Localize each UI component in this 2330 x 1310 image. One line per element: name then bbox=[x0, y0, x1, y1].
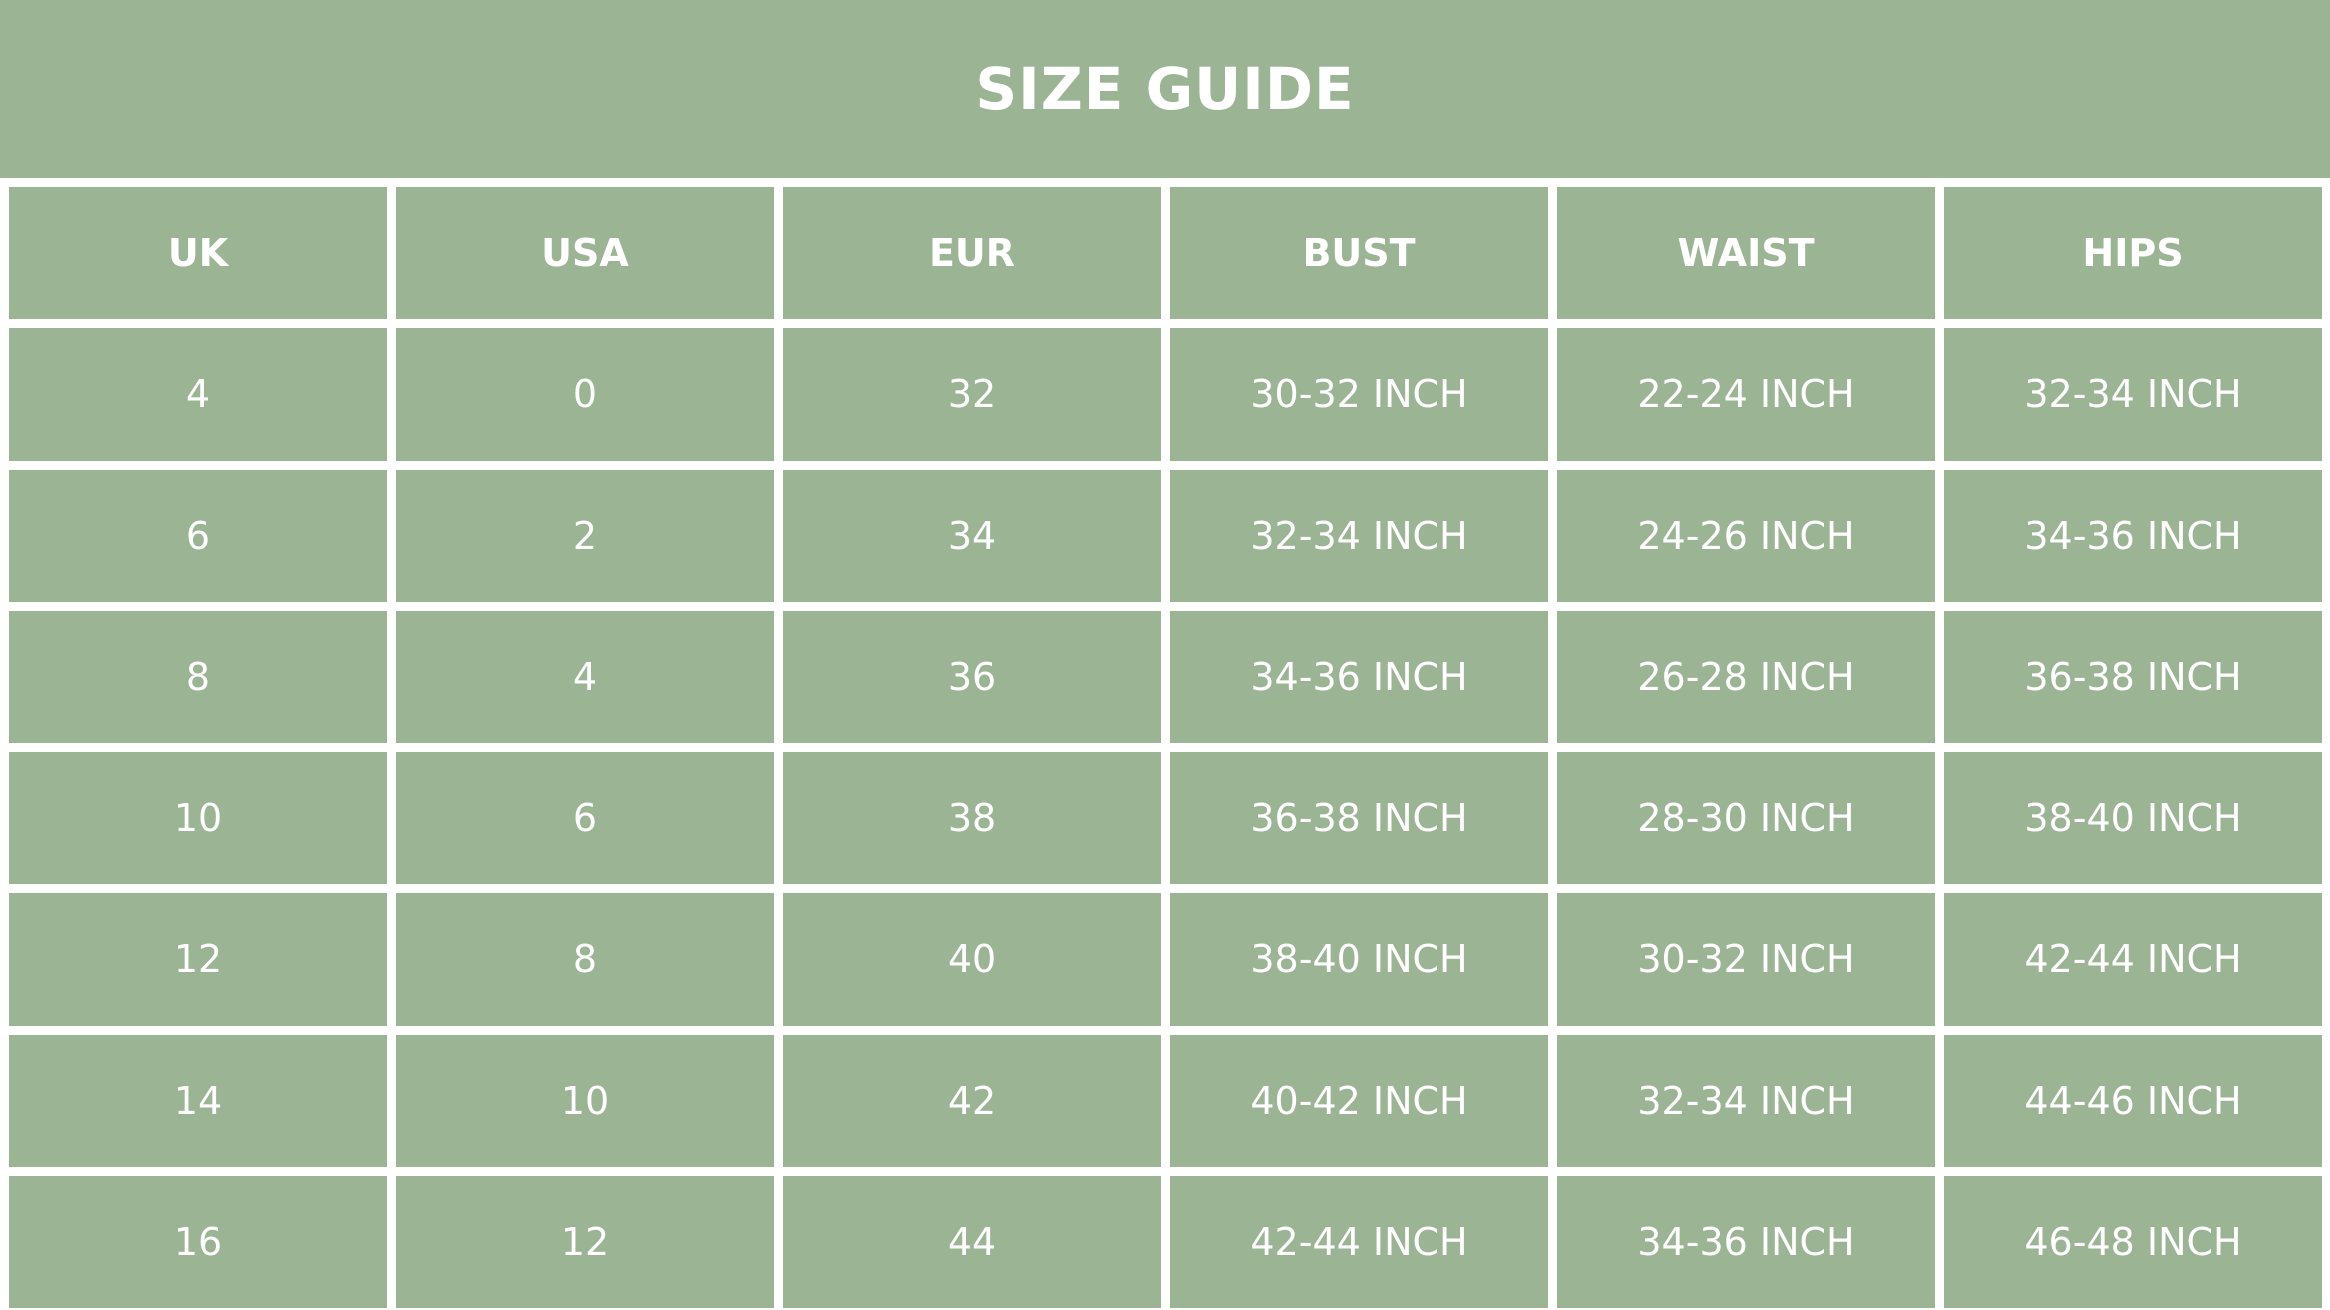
table-cell-usa: 2 bbox=[396, 469, 774, 602]
column-header-uk: UK bbox=[9, 187, 387, 320]
table-cell-waist: 32-34 INCH bbox=[1557, 1034, 1935, 1167]
table-cell-waist: 34-36 INCH bbox=[1557, 1175, 1935, 1308]
table-cell-uk: 4 bbox=[9, 328, 387, 461]
table-cell-hips: 46-48 INCH bbox=[1944, 1175, 2322, 1308]
table-cell-bust: 38-40 INCH bbox=[1170, 893, 1548, 1026]
table-cell-waist: 26-28 INCH bbox=[1557, 610, 1935, 743]
table-cell-bust: 40-42 INCH bbox=[1170, 1034, 1548, 1167]
table-cell-uk: 14 bbox=[9, 1034, 387, 1167]
table-cell-bust: 36-38 INCH bbox=[1170, 752, 1548, 885]
size-table: UK USA EUR BUST WAIST HIPS 4 0 32 30-32 … bbox=[0, 178, 2330, 1310]
table-cell-bust: 32-34 INCH bbox=[1170, 469, 1548, 602]
table-cell-usa: 6 bbox=[396, 752, 774, 885]
column-header-eur: EUR bbox=[783, 187, 1161, 320]
column-header-usa: USA bbox=[396, 187, 774, 320]
table-cell-usa: 10 bbox=[396, 1034, 774, 1167]
table-cell-hips: 36-38 INCH bbox=[1944, 610, 2322, 743]
table-cell-waist: 24-26 INCH bbox=[1557, 469, 1935, 602]
table-cell-usa: 8 bbox=[396, 893, 774, 1026]
column-header-bust: BUST bbox=[1170, 187, 1548, 320]
table-cell-usa: 0 bbox=[396, 328, 774, 461]
table-cell-uk: 8 bbox=[9, 610, 387, 743]
table-cell-waist: 28-30 INCH bbox=[1557, 752, 1935, 885]
table-cell-hips: 38-40 INCH bbox=[1944, 752, 2322, 885]
table-cell-eur: 32 bbox=[783, 328, 1161, 461]
table-cell-hips: 32-34 INCH bbox=[1944, 328, 2322, 461]
table-cell-uk: 16 bbox=[9, 1175, 387, 1308]
page-title: SIZE GUIDE bbox=[975, 55, 1355, 123]
table-cell-waist: 22-24 INCH bbox=[1557, 328, 1935, 461]
table-cell-uk: 10 bbox=[9, 752, 387, 885]
table-cell-eur: 44 bbox=[783, 1175, 1161, 1308]
table-cell-bust: 34-36 INCH bbox=[1170, 610, 1548, 743]
column-header-waist: WAIST bbox=[1557, 187, 1935, 320]
table-cell-uk: 12 bbox=[9, 893, 387, 1026]
table-cell-hips: 44-46 INCH bbox=[1944, 1034, 2322, 1167]
title-banner: SIZE GUIDE bbox=[0, 0, 2330, 178]
table-cell-eur: 36 bbox=[783, 610, 1161, 743]
table-cell-eur: 34 bbox=[783, 469, 1161, 602]
table-cell-bust: 30-32 INCH bbox=[1170, 328, 1548, 461]
table-cell-waist: 30-32 INCH bbox=[1557, 893, 1935, 1026]
table-cell-hips: 34-36 INCH bbox=[1944, 469, 2322, 602]
table-cell-eur: 42 bbox=[783, 1034, 1161, 1167]
table-cell-uk: 6 bbox=[9, 469, 387, 602]
table-cell-hips: 42-44 INCH bbox=[1944, 893, 2322, 1026]
table-cell-usa: 4 bbox=[396, 610, 774, 743]
table-cell-usa: 12 bbox=[396, 1175, 774, 1308]
column-header-hips: HIPS bbox=[1944, 187, 2322, 320]
table-cell-eur: 38 bbox=[783, 752, 1161, 885]
table-cell-eur: 40 bbox=[783, 893, 1161, 1026]
table-cell-bust: 42-44 INCH bbox=[1170, 1175, 1548, 1308]
